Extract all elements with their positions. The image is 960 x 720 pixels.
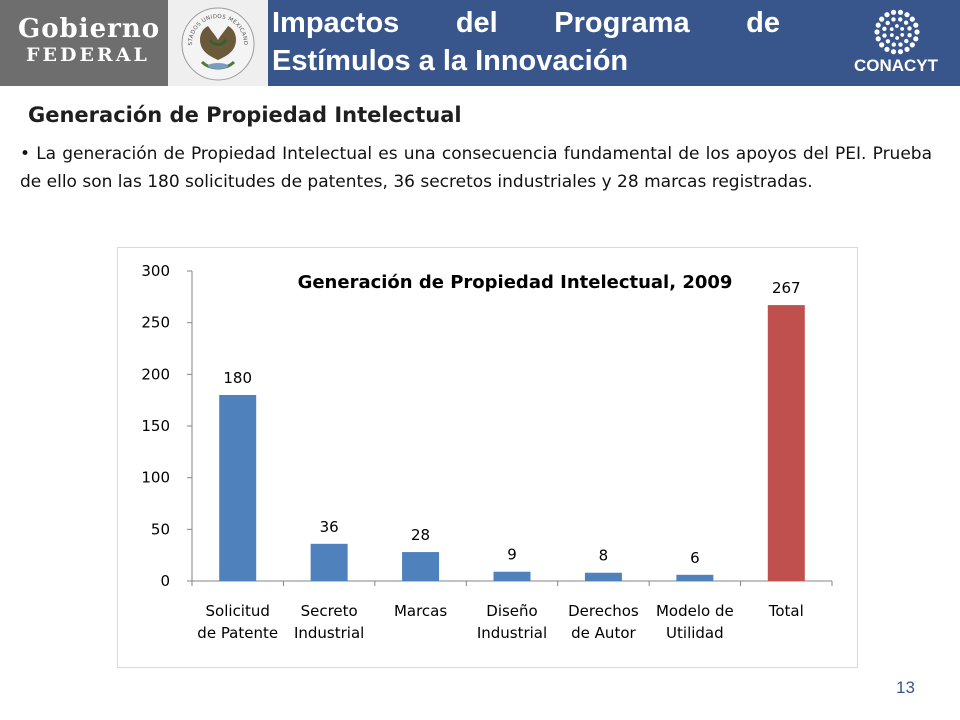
- bullet-icon: •: [20, 144, 37, 164]
- data-label: 6: [690, 549, 700, 567]
- data-label: 180: [223, 369, 252, 387]
- bar: [493, 571, 531, 581]
- x-tick-label: Solicitud: [206, 602, 270, 620]
- bar-chart: 0 50 100 150 200 250 300 Generación de Propieda…: [141, 262, 833, 642]
- gobierno-logo-line2: FEDERAL: [26, 44, 150, 66]
- gobierno-logo-line1: Gobierno: [18, 14, 161, 44]
- x-tick-label: Secreto: [301, 602, 358, 620]
- x-tick-label: Industrial: [477, 624, 547, 642]
- x-tick-label: Derechos: [568, 602, 639, 620]
- data-label: 28: [411, 526, 430, 544]
- bar: [767, 305, 805, 581]
- slide-header: Gobierno FEDERAL ESTADOS UNIDOS MEXICANO…: [0, 0, 960, 86]
- bullet-paragraph: • La generación de Propiedad Intelectual…: [20, 140, 932, 196]
- x-tick-label: de Patente: [197, 624, 278, 642]
- page-number: 13: [896, 678, 915, 697]
- y-tick-label: 150: [141, 417, 170, 435]
- y-tick-label: 300: [141, 262, 170, 280]
- x-tick-label: Total: [768, 602, 804, 620]
- x-tick-label: Diseño: [486, 602, 537, 620]
- title-word: Programa: [554, 7, 690, 39]
- bar: [676, 574, 714, 581]
- data-label: 267: [772, 279, 801, 297]
- title-word: de: [746, 7, 780, 39]
- x-tick-label: de Autor: [571, 624, 636, 642]
- y-tick-label: 50: [151, 520, 170, 538]
- gobierno-federal-logo: Gobierno FEDERAL: [0, 0, 168, 86]
- x-tick-label: Utilidad: [666, 624, 724, 642]
- x-tick-label: Industrial: [294, 624, 364, 642]
- title-word: Impactos: [272, 7, 400, 39]
- bar: [310, 543, 348, 581]
- chart-title: Generación de Propiedad Intelectual, 200…: [298, 272, 733, 293]
- slide-title: Impactos del Programa de Estímulos a la …: [272, 4, 780, 80]
- y-tick-label: 0: [160, 572, 170, 590]
- y-tick-label: 200: [141, 365, 170, 383]
- data-label: 8: [599, 547, 609, 565]
- bar: [584, 572, 622, 581]
- chart-container: 0 50 100 150 200 250 300 Generación de Propieda…: [117, 247, 858, 668]
- bullet-text: La generación de Propiedad Intelectual e…: [20, 144, 932, 192]
- mexican-seal-icon: ESTADOS UNIDOS MEXICANOS: [166, 0, 268, 86]
- section-subtitle: Generación de Propiedad Intelectual: [28, 103, 462, 127]
- x-tick-label: Marcas: [394, 602, 447, 620]
- data-label: 9: [507, 546, 517, 564]
- y-tick-label: 250: [141, 314, 170, 332]
- bar: [402, 552, 440, 581]
- data-label: 36: [320, 518, 339, 536]
- x-tick-label: Modelo de: [656, 602, 734, 620]
- title-line2: Estímulos a la Innovación: [272, 45, 629, 77]
- conacyt-label: CONACYT: [853, 56, 939, 75]
- conacyt-logo-icon: [874, 9, 920, 55]
- title-word: del: [455, 7, 498, 39]
- bar: [219, 395, 257, 581]
- y-tick-label: 100: [141, 469, 170, 487]
